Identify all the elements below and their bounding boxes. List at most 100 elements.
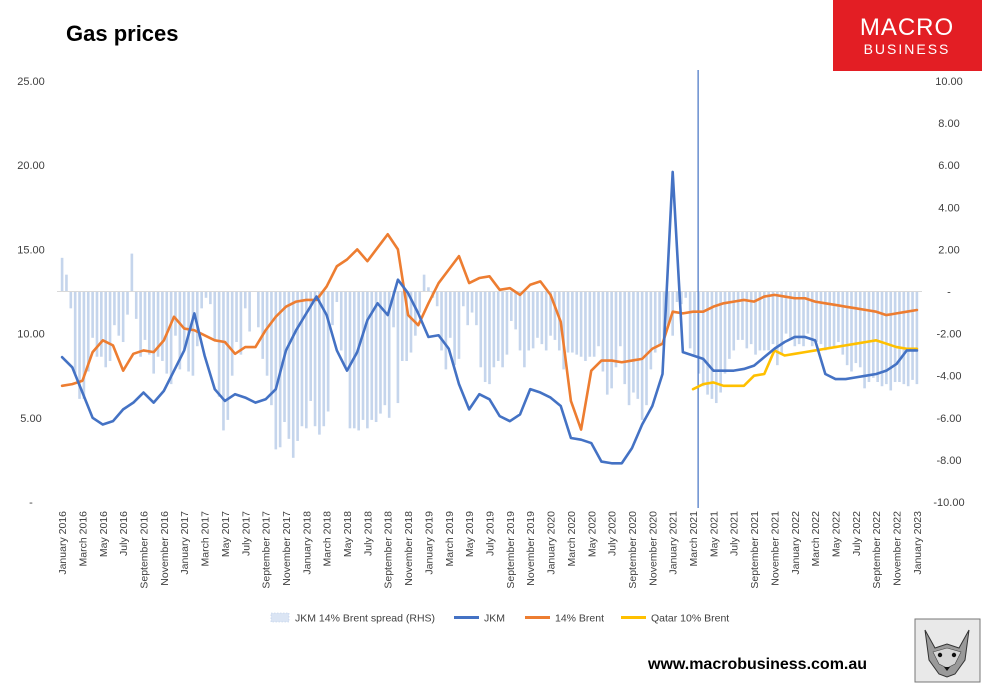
spread-bar: [623, 291, 627, 385]
spread-bar: [492, 291, 496, 368]
series-lines: [60, 170, 919, 465]
spread-bar: [444, 291, 448, 370]
logo-line-business: BUSINESS: [864, 41, 951, 57]
spread-bar: [566, 291, 570, 353]
x-axis-ticks: January 2016 March 2016 May 2016 July 2016 S…: [57, 511, 924, 589]
spread-bar: [863, 291, 866, 389]
x-axis-tick-label: November 2016: [159, 511, 171, 586]
spread-bar: [200, 291, 203, 309]
spread-bar: [789, 291, 792, 338]
spread-bar: [161, 291, 164, 361]
spread-bar: [257, 291, 260, 328]
spread-bar: [291, 291, 295, 458]
spread-bar: [697, 291, 701, 374]
spread-bar: [91, 291, 94, 338]
spread-bar: [466, 291, 469, 326]
right-axis-tick-label: 2.00: [938, 244, 959, 256]
x-axis-tick-label: January 2017: [179, 511, 191, 575]
spread-bar: [235, 291, 238, 343]
legend-label-jkm: JKM: [484, 613, 505, 625]
spread-bar: [911, 291, 914, 380]
spread-bar: [749, 291, 753, 345]
spread-bar: [680, 291, 683, 305]
spread-bar: [108, 291, 112, 361]
spread-bar: [383, 291, 387, 406]
spread-bar: [893, 291, 897, 383]
spread-bar: [191, 291, 195, 376]
spread-bar: [575, 291, 579, 355]
x-axis-tick-label: March 2019: [444, 511, 456, 567]
legend-item-qatar: Qatar 10% Brent: [621, 613, 729, 625]
spread-bar: [496, 291, 500, 361]
spread-bar: [588, 291, 592, 357]
spread-bar: [736, 291, 740, 340]
spread-bar: [143, 291, 147, 340]
spread-bar: [243, 291, 247, 309]
left-axis-tick-label: 25.00: [17, 76, 45, 88]
right-axis-tick-label: 8.00: [938, 118, 959, 130]
spread-bar: [510, 291, 513, 321]
legend-label-qatar: Qatar 10% Brent: [651, 613, 729, 625]
spread-bar: [854, 291, 858, 364]
right-axis-tick-label: -10.00: [933, 497, 964, 509]
spread-bar: [100, 291, 103, 357]
spread-bar: [645, 291, 648, 406]
spread-bar: [571, 291, 574, 353]
x-axis-tick-label: January 2022: [790, 511, 802, 575]
spread-bar: [230, 291, 234, 376]
right-axis-tick-label: 6.00: [938, 160, 959, 172]
right-axis-tick-label: 10.00: [935, 76, 963, 88]
spread-bar: [728, 291, 731, 359]
spread-bar: [418, 291, 422, 313]
spread-bar: [845, 291, 849, 366]
spread-bar: [339, 291, 343, 351]
right-axis-tick-label: -4.00: [936, 371, 961, 383]
spread-bar: [850, 291, 853, 372]
spread-bar: [318, 291, 321, 435]
spread-bar: [134, 291, 138, 319]
spread-bar: [305, 291, 308, 429]
spread-bar: [440, 291, 443, 351]
x-axis-tick-label: May 2020: [586, 511, 598, 557]
spread-bar: [549, 291, 552, 336]
spread-bar: [706, 291, 709, 395]
spread-bar: [767, 291, 770, 351]
spread-bar: [414, 291, 417, 336]
spread-bar: [453, 291, 456, 366]
spread-bar: [226, 291, 230, 420]
spread-bar: [741, 291, 744, 340]
x-axis-tick-label: May 2022: [831, 511, 843, 557]
spread-bar: [719, 291, 722, 393]
spread-bar: [675, 291, 679, 303]
spread-bar: [174, 291, 177, 336]
spread-bar: [701, 291, 705, 387]
spread-bar: [640, 291, 644, 420]
x-axis-tick-label: September 2019: [505, 511, 517, 589]
spread-bar: [117, 291, 121, 336]
x-axis-tick-label: January 2020: [546, 511, 558, 575]
spread-bar: [614, 291, 618, 368]
spread-bar: [213, 291, 217, 340]
legend-swatch-spread: [270, 612, 290, 623]
spread-bar: [632, 291, 635, 393]
spread-bar: [195, 291, 199, 347]
x-axis-tick-label: November 2019: [525, 511, 537, 586]
spread-bar: [409, 291, 413, 353]
spread-bar: [815, 291, 818, 343]
spread-bar: [182, 291, 186, 351]
spread-bar: [540, 291, 544, 345]
x-axis-tick-label: September 2018: [383, 511, 395, 589]
spread-bar: [597, 291, 600, 347]
spread-bar: [662, 291, 666, 343]
spread-bar: [326, 291, 330, 412]
spread-bar: [536, 291, 539, 338]
x-axis-tick-label: March 2020: [566, 511, 578, 567]
spread-bar: [880, 291, 884, 387]
spread-bar: [898, 291, 901, 383]
right-axis-tick-label: -: [947, 287, 951, 299]
left-axis-tick-label: 15.00: [17, 244, 45, 256]
macrobusiness-logo: MACRO BUSINESS: [833, 0, 982, 71]
spread-bar: [553, 291, 557, 340]
x-axis-tick-label: July 2021: [729, 511, 741, 556]
spread-bar: [178, 291, 182, 370]
